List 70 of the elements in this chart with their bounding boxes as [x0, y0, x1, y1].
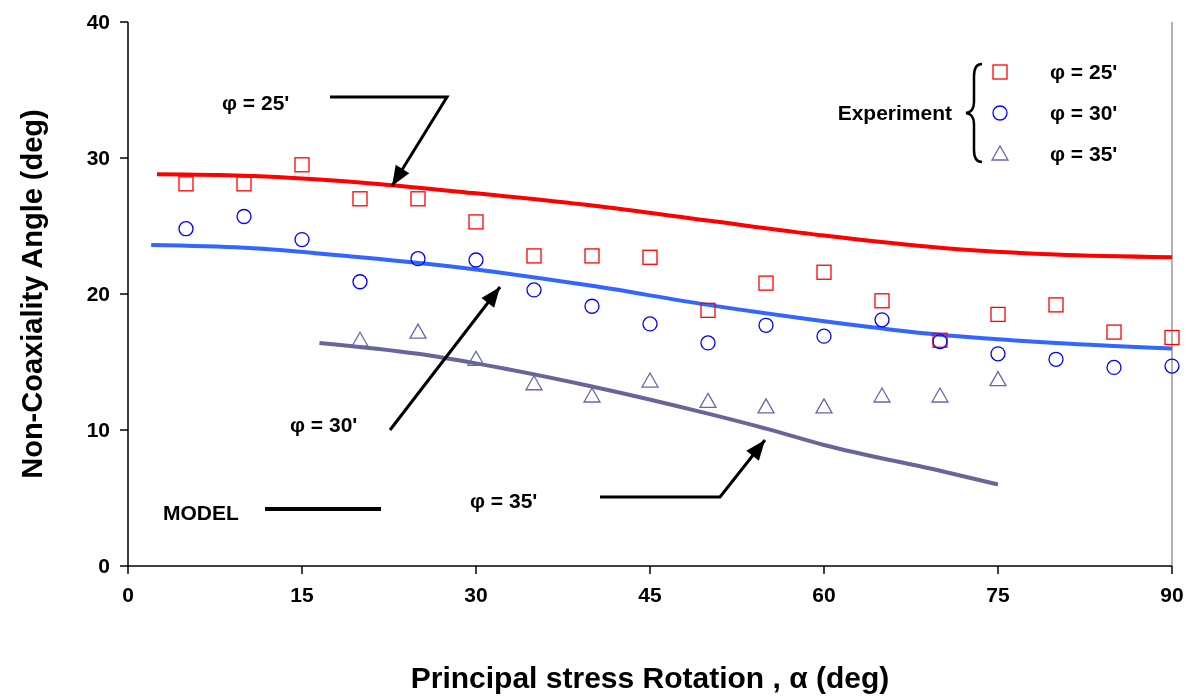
y-tick-label: 40 — [86, 10, 110, 33]
annotation: φ = 30' — [290, 413, 358, 436]
line-series — [155, 172, 1174, 260]
x-axis-title: Principal stress Rotation , α (deg) — [410, 661, 890, 694]
point — [178, 221, 194, 237]
point — [178, 176, 194, 192]
point — [816, 264, 832, 280]
x-tick-label: 0 — [122, 583, 134, 606]
point — [989, 371, 1007, 387]
point — [468, 252, 484, 268]
point — [236, 208, 252, 225]
point — [1106, 324, 1122, 340]
point — [526, 248, 542, 264]
point — [700, 302, 716, 318]
y-axis-title: Non-Coaxiality Angle (deg) — [16, 109, 48, 479]
point — [700, 335, 716, 351]
y-tick-label: 10 — [86, 418, 110, 441]
point — [410, 250, 426, 267]
point — [584, 248, 600, 264]
point — [642, 249, 658, 265]
point — [816, 328, 832, 344]
line-series — [149, 243, 1174, 351]
point — [641, 372, 659, 388]
y-tick-label: 30 — [86, 146, 110, 169]
annotation: φ = 35' — [470, 489, 538, 512]
point — [1048, 351, 1064, 367]
point — [990, 346, 1006, 362]
x-tick-label: 30 — [464, 583, 488, 606]
point — [758, 275, 774, 291]
point — [410, 191, 426, 207]
x-tick-label: 90 — [1160, 583, 1184, 606]
point — [584, 298, 600, 314]
point — [236, 176, 252, 192]
y-tick-label: 20 — [86, 282, 110, 305]
point — [468, 214, 484, 230]
x-tick-label: 60 — [812, 583, 836, 606]
annotation: MODEL — [163, 501, 239, 524]
point — [699, 392, 717, 409]
point — [815, 398, 833, 414]
x-tick-label: 75 — [986, 583, 1010, 606]
legend-label: φ = 35' — [1050, 142, 1118, 165]
point — [352, 191, 368, 207]
annotation: φ = 25' — [222, 91, 290, 114]
point — [873, 387, 891, 403]
point — [351, 331, 369, 347]
point — [294, 231, 310, 248]
legend-label: φ = 30' — [1050, 101, 1118, 124]
point — [874, 312, 890, 328]
point — [583, 387, 601, 403]
legend-title: Experiment — [837, 101, 952, 124]
x-tick-label: 15 — [290, 583, 314, 606]
y-tick-label: 0 — [98, 554, 110, 577]
legend-label: φ = 25' — [1050, 60, 1118, 83]
point — [874, 293, 890, 309]
point — [1164, 358, 1180, 374]
point — [757, 398, 775, 414]
point — [409, 323, 427, 339]
point — [526, 282, 542, 298]
point — [758, 317, 774, 333]
point — [525, 375, 543, 391]
point — [1164, 329, 1180, 346]
point — [467, 350, 485, 366]
point — [1106, 359, 1122, 376]
point — [931, 387, 949, 403]
x-tick-label: 45 — [638, 583, 662, 606]
point — [294, 157, 310, 173]
point — [352, 274, 368, 290]
point — [642, 316, 658, 332]
point — [990, 306, 1006, 323]
point — [1048, 297, 1064, 313]
